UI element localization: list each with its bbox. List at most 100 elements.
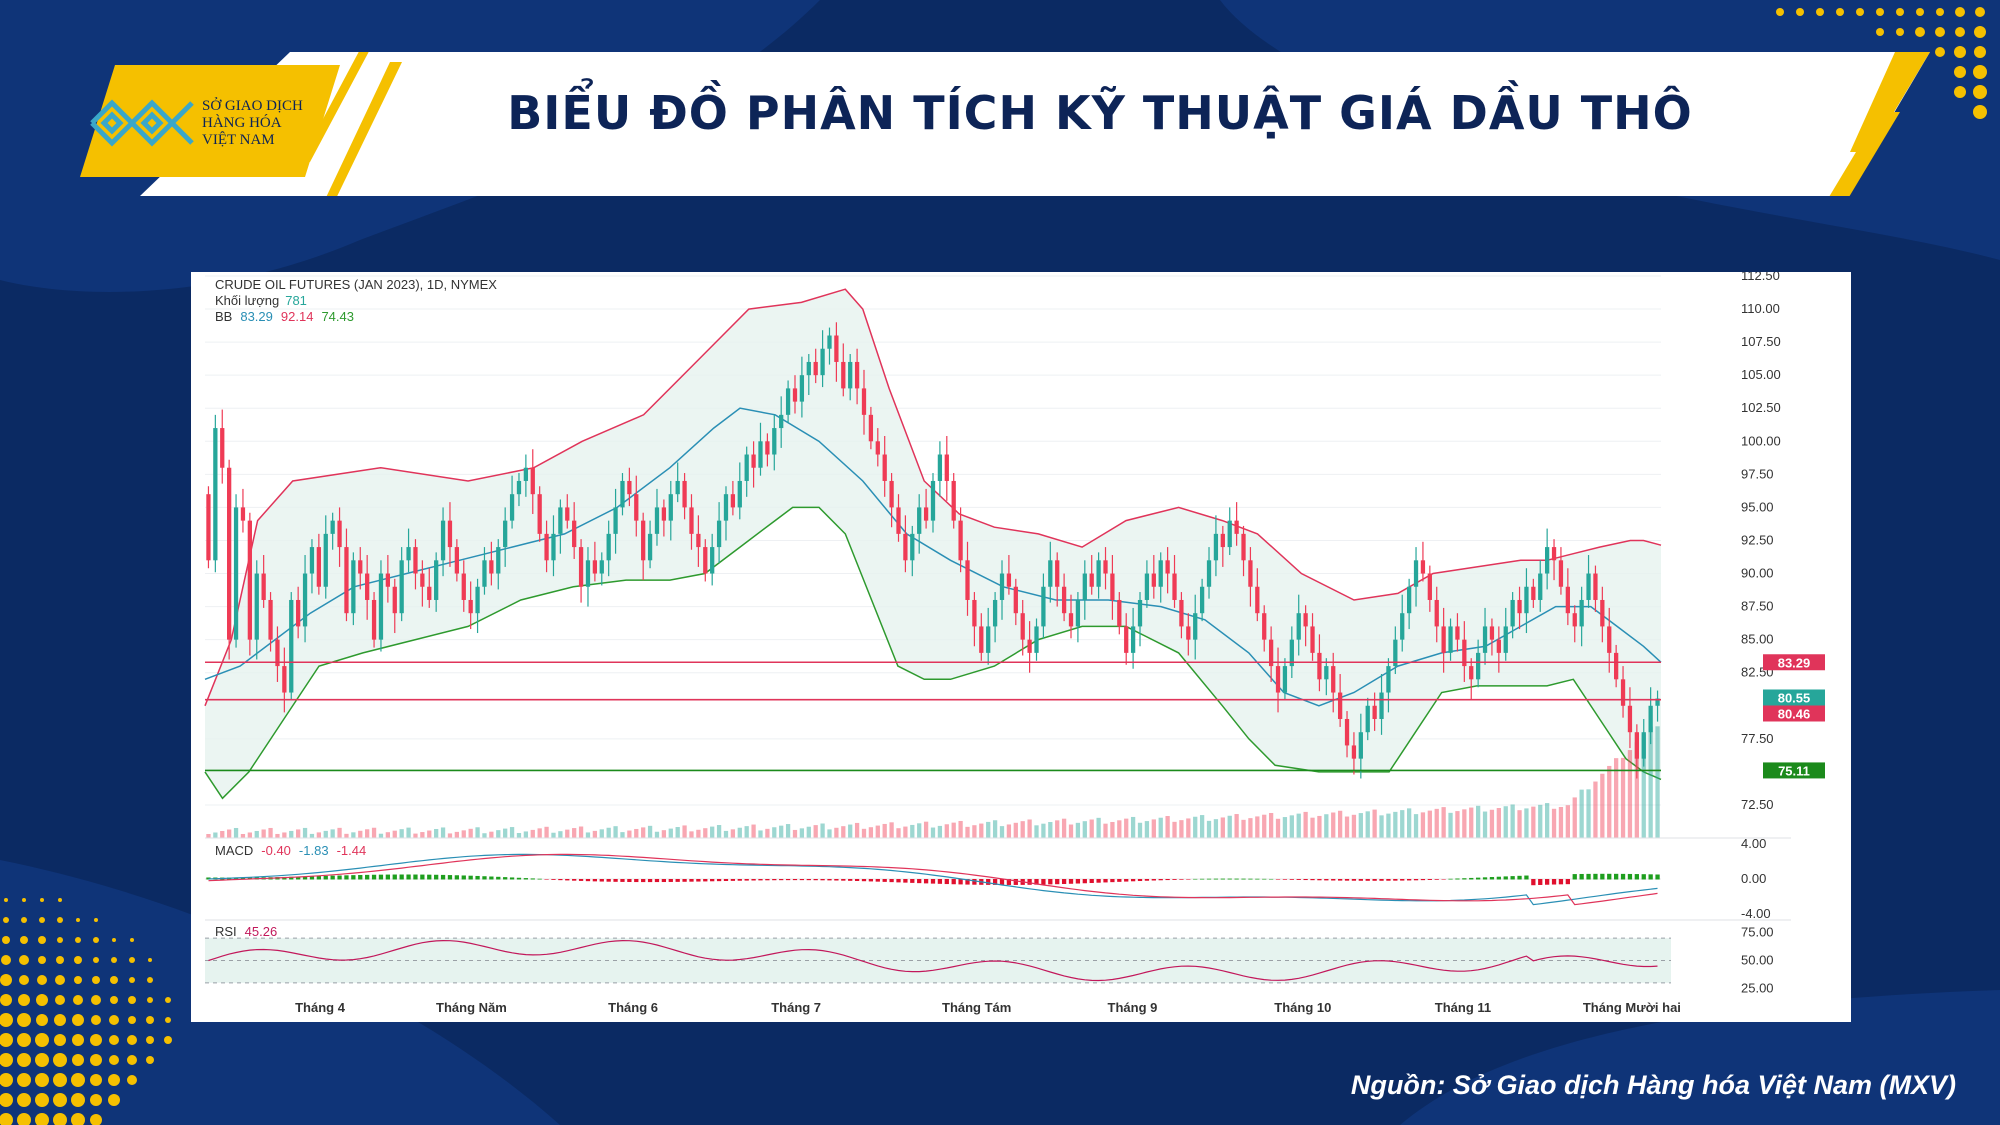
candle — [730, 480, 736, 516]
macd-histogram-bar — [1096, 879, 1101, 883]
candle — [323, 515, 328, 599]
candle — [620, 473, 625, 516]
volume-bar — [1517, 810, 1522, 838]
volume-bar — [1413, 814, 1419, 838]
candle — [385, 555, 391, 603]
macd-histogram-bar — [813, 879, 818, 881]
candle — [351, 552, 356, 626]
macd-histogram-bar — [1386, 879, 1391, 881]
candle-body — [1241, 533, 1246, 561]
x-tick-label: Tháng 9 — [1108, 1000, 1158, 1015]
macd-histogram-bar — [1130, 879, 1136, 882]
candle — [627, 467, 632, 507]
volume-bar — [420, 832, 425, 838]
macd-histogram-bar — [1117, 879, 1122, 882]
candle — [537, 486, 542, 542]
x-tick-label: Tháng 11 — [1435, 1000, 1491, 1015]
candle-body — [1531, 586, 1536, 600]
volume-bar — [1482, 811, 1488, 838]
volume-value: 781 — [285, 293, 307, 308]
volume-bar — [572, 828, 577, 838]
candle-body — [1379, 692, 1384, 719]
chart-panel: 112.50 110.00 107.50 105.00 102.50 100.00 97.5… — [191, 272, 1851, 1022]
volume-bar — [1510, 804, 1515, 838]
logo-line-1: SỞ GIAO DỊCH — [202, 98, 303, 114]
candle — [1020, 599, 1025, 656]
candle — [240, 488, 246, 533]
candle-body — [889, 480, 894, 508]
candle — [1137, 592, 1143, 647]
bb-lower-value: 74.43 — [321, 309, 354, 324]
price-tag-label: 80.46 — [1778, 706, 1811, 721]
candle-body — [627, 480, 632, 495]
macd-histogram-bar — [1545, 879, 1550, 885]
candle-body — [1172, 573, 1177, 600]
candle-body — [261, 573, 266, 600]
volume-bar — [227, 829, 232, 838]
candle-body — [992, 599, 998, 627]
volume-bar — [296, 829, 301, 838]
candle — [454, 539, 460, 582]
candle-body — [1068, 613, 1074, 627]
rsi-band — [205, 938, 1671, 983]
candle — [972, 592, 977, 647]
candle-body — [668, 494, 673, 521]
volume-bar — [592, 830, 598, 838]
x-tick-label: Tháng 6 — [608, 1000, 658, 1015]
macd-histogram-bar — [1344, 879, 1350, 881]
volume-bar — [861, 828, 867, 838]
rsi-tick-label: 75.00 — [1741, 925, 1774, 940]
bb-label: BB — [215, 309, 232, 324]
volume-bar — [482, 833, 487, 838]
candle — [986, 607, 991, 665]
candle-body — [1193, 613, 1198, 640]
candle-body — [371, 599, 377, 640]
macd-histogram-bar — [1068, 879, 1074, 884]
candle-body — [1220, 533, 1225, 548]
macd-histogram-bar — [1379, 879, 1384, 881]
volume-bar — [1117, 820, 1122, 838]
macd-histogram-bar — [1600, 873, 1605, 880]
candle — [1413, 547, 1419, 607]
candle-body — [1406, 586, 1412, 614]
bb-upper-value: 92.14 — [281, 309, 314, 324]
candle — [1068, 594, 1074, 639]
candle-body — [1572, 613, 1577, 627]
candle — [1255, 568, 1260, 622]
candle-body — [1296, 613, 1301, 640]
candle-body — [247, 520, 252, 640]
price-tick-label: 105.00 — [1741, 367, 1781, 382]
candle — [1455, 613, 1460, 652]
macd-histogram-bar — [668, 879, 673, 882]
macd-histogram-bar — [889, 879, 894, 883]
candle-body — [868, 414, 874, 442]
macd-histogram-bar — [509, 877, 515, 880]
candle — [378, 560, 384, 652]
candle — [1310, 613, 1315, 661]
volume-bar — [627, 830, 632, 838]
candle — [992, 592, 998, 643]
candle — [661, 499, 667, 537]
candle — [875, 428, 880, 467]
candle-body — [516, 480, 522, 495]
candle — [1027, 621, 1032, 673]
candle — [1103, 547, 1108, 590]
candle-body — [1096, 560, 1101, 587]
candle-body — [1627, 705, 1633, 733]
macd-signal-value: -1.44 — [337, 843, 367, 858]
volume-bar — [1144, 821, 1150, 838]
candle-body — [1593, 573, 1598, 600]
candle — [1365, 697, 1370, 741]
candle-body — [1262, 613, 1267, 640]
volume-bar — [558, 831, 563, 838]
logo-text: SỞ GIAO DỊCH HÀNG HÓA VIỆT NAM — [202, 98, 322, 149]
volume-bar — [772, 827, 777, 838]
macd-histogram-bar — [296, 876, 301, 880]
macd-histogram-bar — [578, 879, 584, 881]
candle — [1165, 547, 1170, 594]
candle — [578, 539, 584, 603]
macd-histogram-bar — [558, 879, 563, 881]
macd-histogram-bar — [496, 876, 501, 880]
volume-bar — [965, 826, 970, 838]
macd-histogram-bar — [744, 879, 749, 881]
